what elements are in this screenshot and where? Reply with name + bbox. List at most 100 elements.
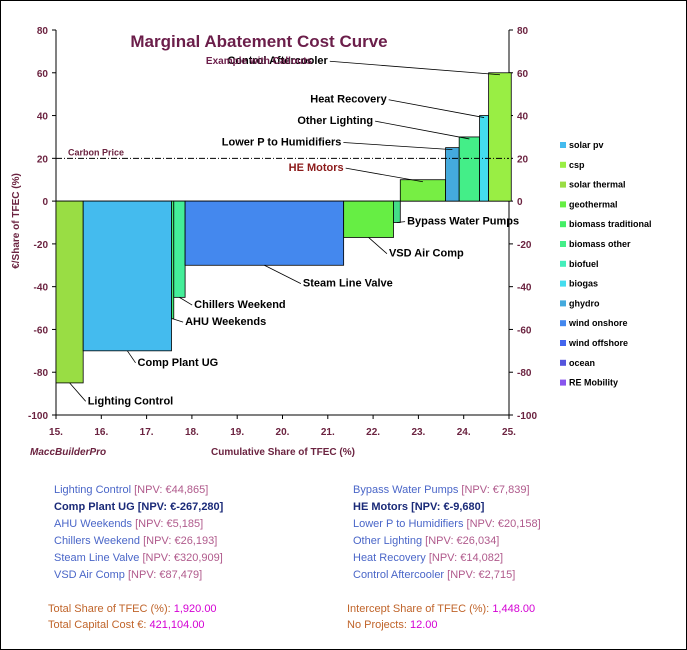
legend-label: wind offshore	[568, 338, 628, 348]
legend-swatch	[560, 379, 566, 386]
y-tick-label-right: -100	[517, 411, 537, 422]
y-tick-label-left: 20	[37, 154, 49, 165]
legend-swatch	[560, 300, 566, 307]
project-name: Comp Plant UG	[54, 501, 135, 513]
y-tick-label-right: -80	[517, 368, 532, 379]
legend-swatch	[560, 181, 566, 188]
no-projects-value: 12.00	[409, 619, 438, 631]
y-axis-label: €/Share of TFEC (%)	[11, 173, 22, 269]
project-name: Other Lighting	[353, 535, 423, 547]
callout-label: Bypass Water Pumps	[407, 216, 519, 228]
legend-swatch	[560, 320, 566, 327]
bar-steam-line-valve	[184, 200, 345, 266]
y-tick-label-left: -100	[28, 411, 48, 422]
project-npv: [NPV: €5,185]	[135, 518, 204, 530]
total-capital-value: 421,104.00	[149, 619, 205, 631]
y-tick-label-left: 80	[37, 26, 49, 37]
x-tick-label: 24.	[457, 427, 471, 438]
y-tick-label-right: -20	[517, 240, 532, 251]
y-tick-label-left: -40	[34, 283, 49, 294]
callout-line	[329, 60, 500, 76]
x-tick-label: 17.	[140, 427, 154, 438]
bar-other-lighting	[458, 136, 480, 202]
project-name: HE Motors	[353, 501, 408, 513]
legend-swatch	[560, 280, 566, 287]
project-name: AHU Weekends	[54, 518, 133, 530]
legend-label: solar pv	[569, 140, 604, 150]
no-projects-row: No Projects: 12.00	[347, 617, 535, 633]
bar-lighting-control	[55, 200, 84, 384]
legend-swatch	[560, 161, 566, 168]
bar-he-motors	[399, 179, 446, 202]
project-npv: [NPV: €2,715]	[447, 569, 516, 581]
total-share-value: 1,920.00	[173, 603, 217, 615]
project-list-right: Bypass Water Pumps [NPV: €7,839] HE Motor…	[353, 482, 541, 584]
callout-line	[345, 167, 423, 183]
bar-chillers-weekend	[173, 200, 186, 298]
legend-label: biomass traditional	[569, 219, 652, 229]
carbon-price-label: Carbon Price	[68, 147, 124, 157]
totals-left: Total Share of TFEC (%): 1,920.00 Total …	[48, 601, 217, 633]
project-row: Control Aftercooler [NPV: €2,715]	[353, 567, 541, 584]
y-tick-label-right: 60	[517, 69, 529, 80]
chart-subtitle: Example with Callouts	[206, 56, 313, 67]
intercept-share-label: Intercept Share of TFEC (%):	[347, 603, 490, 615]
x-tick-label: 23.	[411, 427, 425, 438]
y-tick-label-right: 40	[517, 112, 529, 123]
legend-label: solar thermal	[569, 180, 626, 190]
callout-label: Lighting Control	[88, 395, 174, 407]
project-row: AHU Weekends [NPV: €5,185]	[54, 516, 223, 533]
project-row: Steam Line Valve [NPV: €320,909]	[54, 550, 223, 567]
project-row: HE Motors [NPV: €-9,680]	[353, 499, 541, 516]
project-name: Lighting Control	[54, 484, 132, 496]
project-list-left: Lighting Control [NPV: €44,865] Comp Plan…	[54, 482, 223, 584]
project-row: Lighting Control [NPV: €44,865]	[54, 482, 223, 499]
legend-swatch	[560, 201, 566, 208]
callout-label: AHU Weekends	[185, 316, 266, 328]
callout-label: Comp Plant UG	[138, 357, 219, 369]
project-npv: [NPV: €44,865]	[134, 484, 209, 496]
legend-label: ocean	[569, 358, 595, 368]
legend-swatch	[560, 260, 566, 267]
x-tick-label: 22.	[366, 427, 380, 438]
x-tick-label: 16.	[94, 427, 108, 438]
y-tick-label-left: -20	[34, 240, 49, 251]
project-name: Bypass Water Pumps	[353, 484, 459, 496]
project-row: Lower P to Humidifiers [NPV: €20,158]	[353, 516, 541, 533]
project-name: Steam Line Valve	[54, 552, 140, 564]
legend-swatch	[560, 142, 566, 148]
macc-chart: 80 80 60 60 40 40 20 20 0 0 -20 -20 -40 -40 -60 -60 -80 -…	[11, 26, 652, 458]
totals-right: Intercept Share of TFEC (%): 1,448.00 No…	[347, 601, 535, 633]
y-tick-label-left: 0	[42, 197, 48, 208]
project-npv: [NPV: €20,158]	[466, 518, 541, 530]
x-tick-label: 18.	[185, 427, 199, 438]
legend-swatch	[560, 221, 566, 228]
project-name: Heat Recovery	[353, 552, 426, 564]
project-npv: [NPV: €7,839]	[461, 484, 530, 496]
y-tick-label-right: 20	[517, 154, 529, 165]
total-capital-row: Total Capital Cost €: 421,104.00	[48, 617, 217, 633]
project-row: Other Lighting [NPV: €26,034]	[353, 533, 541, 550]
y-tick-label-right: -40	[517, 283, 532, 294]
callout-label: Chillers Weekend	[194, 299, 285, 311]
callout-line	[264, 264, 302, 285]
y-tick-label-left: -80	[34, 368, 49, 379]
legend-label: csp	[569, 160, 585, 170]
legend-label: biofuel	[569, 259, 599, 269]
y-tick-label-left: 60	[37, 69, 49, 80]
x-axis-label: Cumulative Share of TFEC (%)	[211, 447, 355, 458]
legend-label: RE Mobility	[569, 378, 618, 388]
legend-swatch	[560, 359, 566, 366]
project-row: VSD Air Comp [NPV: €87,479]	[54, 567, 223, 584]
x-tick-label: 21.	[321, 427, 335, 438]
x-tick-label: 25.	[502, 427, 516, 438]
project-npv: [NPV: €320,909]	[142, 552, 223, 564]
project-npv: [NPV: €-9,680]	[411, 501, 485, 513]
project-row: Chillers Weekend [NPV: €26,193]	[54, 533, 223, 550]
callout-line	[388, 99, 485, 118]
callout-label: Lower P to Humidifiers	[222, 137, 342, 149]
intercept-share-row: Intercept Share of TFEC (%): 1,448.00	[347, 601, 535, 617]
watermark-label: MaccBuilderPro	[30, 447, 106, 458]
bar-vsd-air-comp	[343, 200, 394, 238]
